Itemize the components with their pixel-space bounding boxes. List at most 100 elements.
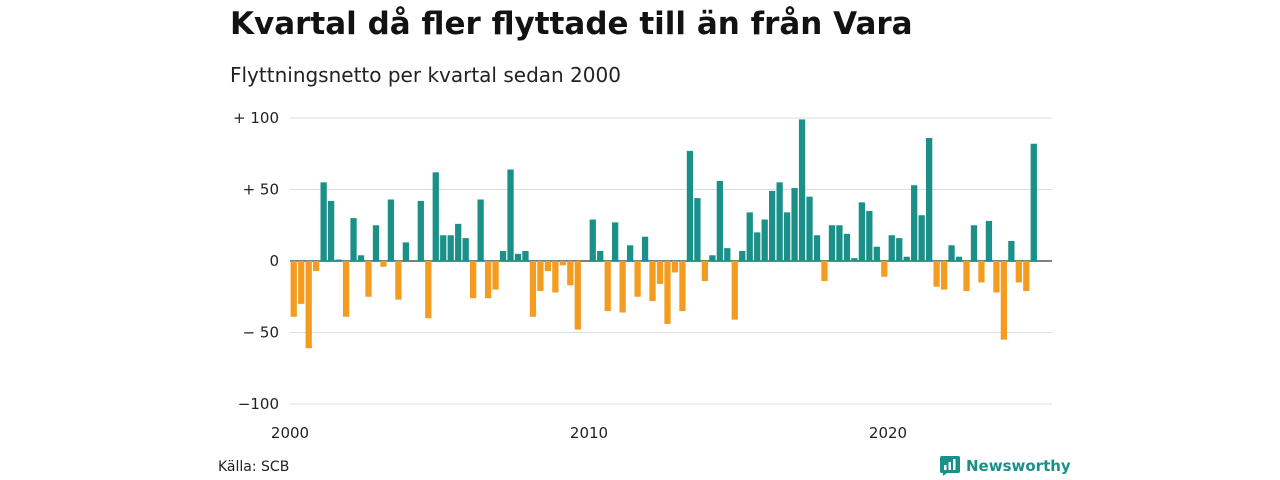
chart-title: Kvartal då fler flyttade till än från Va… [230, 6, 913, 42]
bar [649, 261, 656, 302]
bar [701, 261, 709, 282]
bar [626, 245, 634, 261]
chart-subtitle: Flyttningsnetto per kvartal sedan 2000 [230, 63, 621, 87]
bar [499, 250, 507, 261]
bar [313, 261, 320, 272]
bar [933, 261, 940, 287]
bar [671, 261, 679, 273]
bar [776, 182, 783, 261]
bar [664, 261, 671, 324]
bar [492, 261, 499, 290]
y-tick-label: + 50 [243, 181, 279, 199]
bar [484, 261, 492, 299]
bar [769, 190, 776, 261]
bar [425, 261, 432, 319]
brand-logo: Newsworthy [940, 456, 1071, 476]
bar [963, 261, 970, 292]
bar [866, 210, 873, 261]
bar [754, 232, 761, 261]
bar [821, 261, 828, 282]
bar [896, 238, 903, 261]
bar [806, 196, 813, 261]
bar [873, 246, 880, 261]
bar [305, 261, 312, 349]
bar [357, 255, 365, 261]
bar [791, 188, 798, 261]
bar [925, 138, 933, 261]
bar [783, 212, 791, 261]
bar [327, 200, 335, 261]
bar [978, 261, 985, 283]
bar [432, 172, 439, 261]
bar [724, 248, 731, 261]
bar [529, 261, 537, 317]
bar [462, 238, 469, 261]
bar [918, 215, 925, 261]
bar [739, 250, 746, 261]
bar [402, 242, 410, 261]
bar [940, 261, 948, 290]
bar [574, 261, 581, 330]
bar [544, 261, 552, 272]
bars [290, 119, 1037, 349]
bar [455, 223, 462, 261]
bar [342, 261, 350, 317]
bar [537, 261, 544, 292]
x-tick-label: 2020 [869, 424, 907, 442]
bar [656, 261, 664, 284]
bar [858, 202, 865, 261]
bar [290, 261, 297, 317]
bar [985, 220, 993, 261]
bar [1023, 261, 1030, 292]
x-tick-label: 2000 [271, 424, 309, 442]
newsworthy-logo-icon [940, 456, 960, 476]
y-tick-label: 0 [269, 252, 279, 270]
bar [970, 225, 978, 261]
bar [679, 261, 686, 312]
bar [641, 236, 649, 261]
bar [335, 259, 342, 261]
source-note: Källa: SCB [218, 459, 290, 475]
bar [320, 182, 327, 261]
bar [604, 261, 611, 312]
bar [514, 253, 522, 261]
bar [888, 235, 895, 261]
bar [1030, 143, 1037, 261]
bar [948, 245, 955, 261]
bar [709, 255, 716, 261]
bar [1008, 240, 1015, 261]
bar [694, 198, 701, 261]
bar [440, 235, 447, 261]
bar [881, 261, 888, 277]
bar [731, 261, 738, 320]
bar [911, 185, 918, 261]
y-tick-label: −100 [238, 395, 279, 413]
bar [387, 199, 395, 261]
y-tick-label: − 50 [243, 324, 279, 342]
bar [447, 235, 454, 261]
bar [903, 256, 910, 261]
brand-name: Newsworthy [966, 457, 1071, 475]
bar [298, 261, 305, 304]
grid-lines [290, 117, 1052, 405]
y-axis-ticks: + 100 + 50 0 − 50 −100 [233, 109, 279, 413]
bar [843, 233, 851, 261]
bar [559, 261, 566, 266]
bar [380, 261, 387, 267]
bar [597, 250, 604, 261]
bar [955, 256, 963, 261]
bar [619, 261, 626, 313]
bar [589, 219, 596, 261]
bar [417, 200, 424, 261]
bar [813, 235, 821, 261]
bar [567, 261, 574, 286]
bar [470, 261, 477, 299]
y-tick-label: + 100 [233, 109, 279, 127]
bar [634, 261, 641, 297]
bar [993, 261, 1000, 293]
bar [477, 199, 484, 261]
x-tick-label: 2010 [570, 424, 608, 442]
bar [828, 225, 836, 261]
bar [507, 169, 514, 261]
